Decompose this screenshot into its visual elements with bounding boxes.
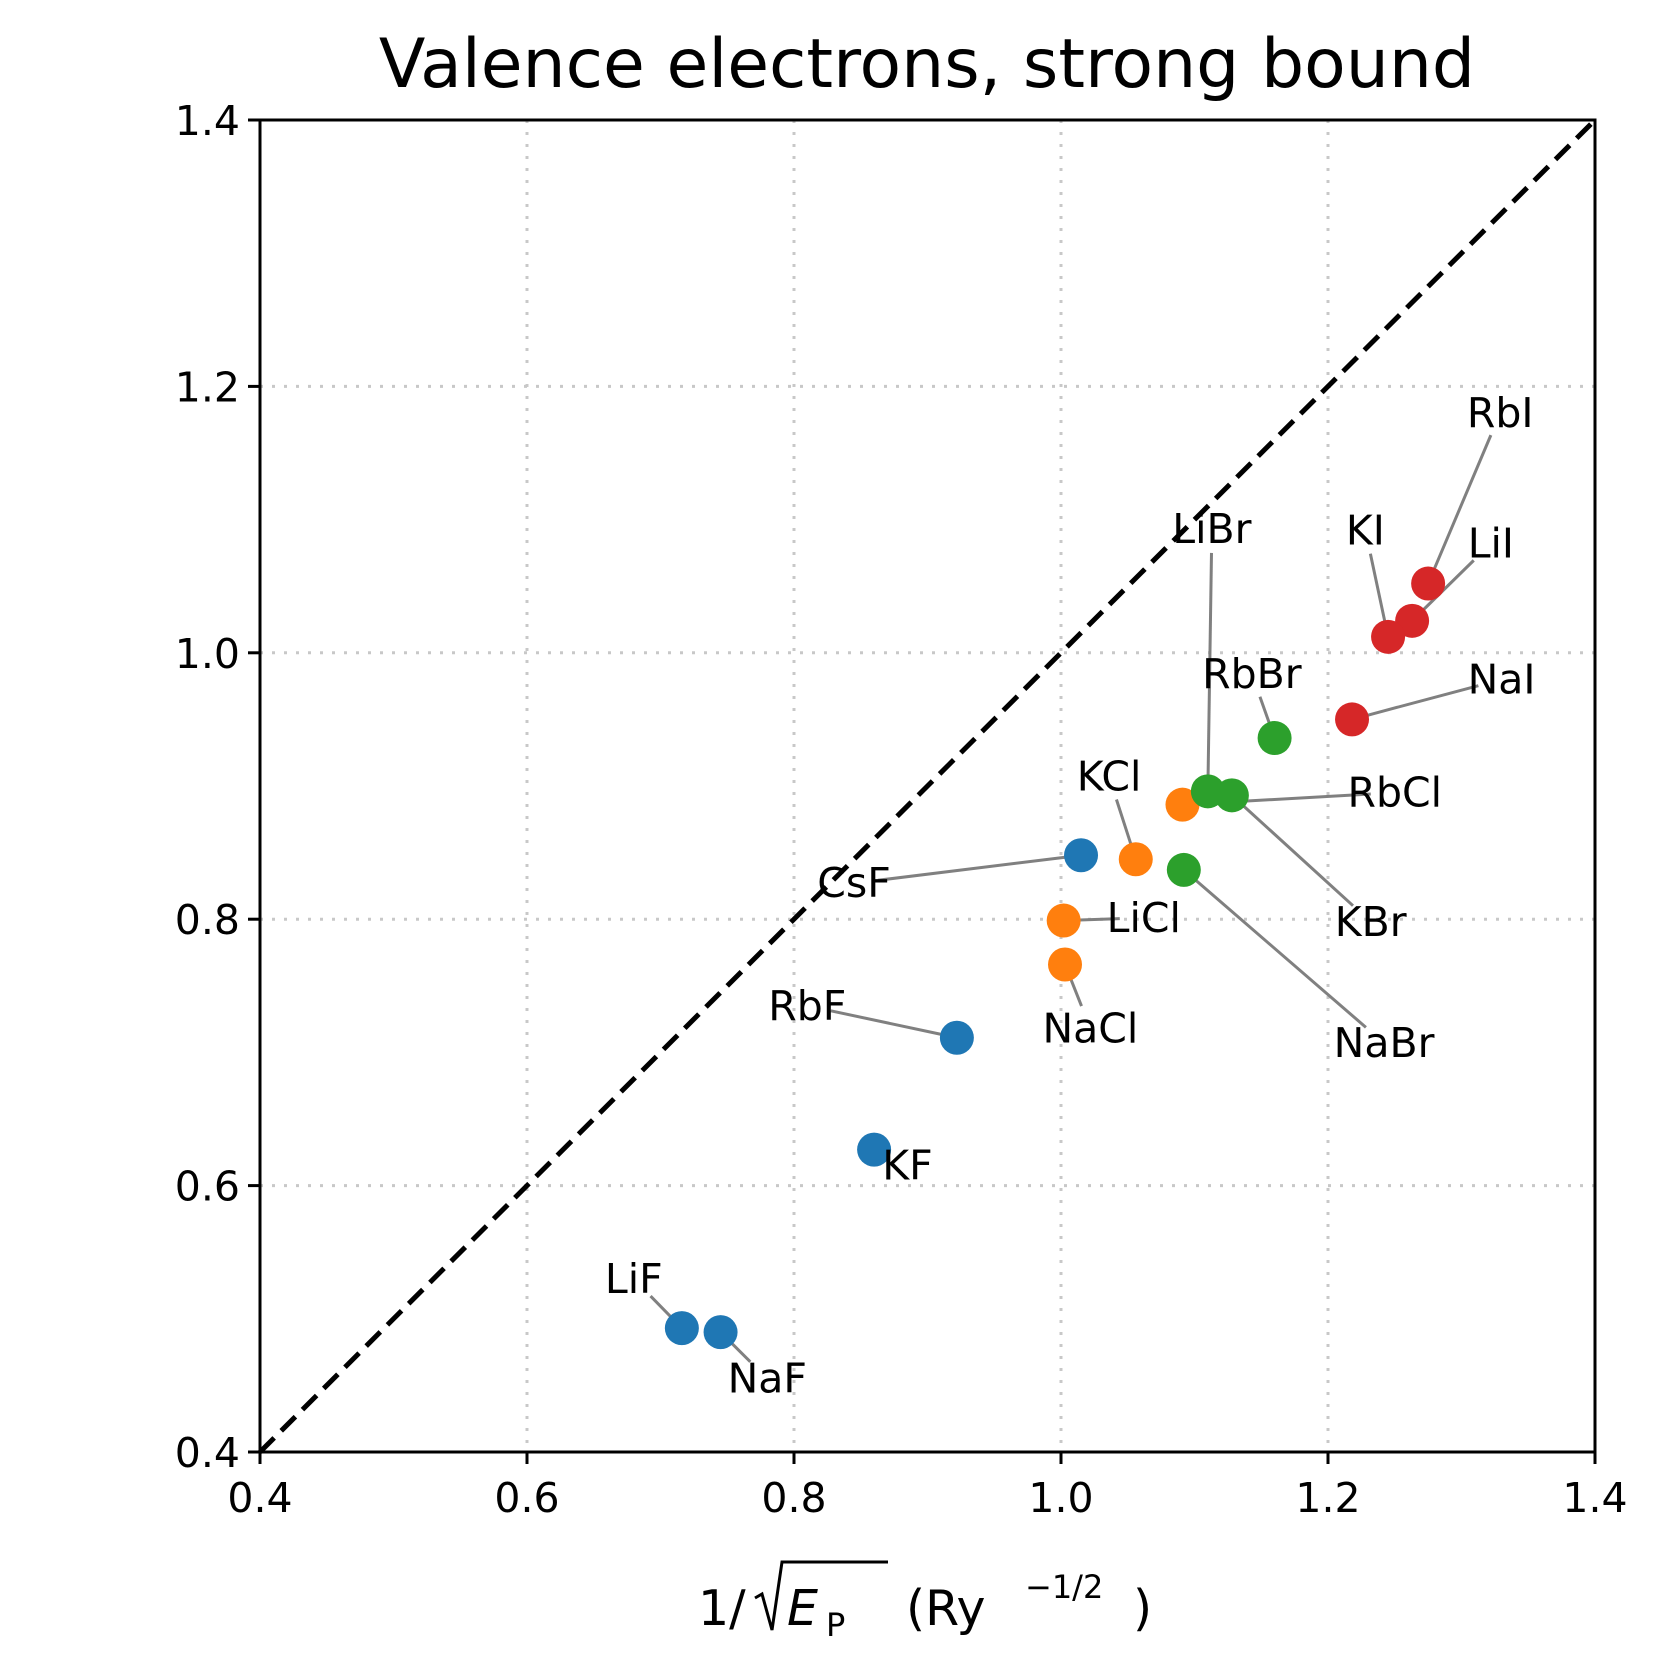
sqrt-radical-icon — [754, 1560, 888, 1631]
label-naf: NaF — [728, 1355, 807, 1403]
label-nacl: NaCl — [1042, 1004, 1138, 1052]
point-ki — [1371, 619, 1406, 654]
reference-line-group — [258, 118, 1597, 1454]
x-tick-label-3: 1.0 — [1028, 1474, 1093, 1522]
point-naf — [703, 1315, 738, 1350]
y-tick-label-4: 1.2 — [175, 363, 240, 411]
label-lii: LiI — [1468, 520, 1514, 568]
y-tick-label-0: 0.4 — [175, 1429, 240, 1477]
point-nabr — [1166, 852, 1201, 887]
x-tick-label-1: 0.6 — [494, 1474, 559, 1522]
leader-line-libr — [1206, 552, 1213, 776]
x-axis-label-exponent: −1/2 — [1025, 1568, 1103, 1606]
label-kcl: KCl — [1077, 753, 1142, 801]
annotation-labels: LiF NaF KF RbF CsF LiCl NaCl KCl RbCl LiBr NaBr KBr… — [605, 389, 1536, 1403]
leader-line-rbbr — [1258, 696, 1271, 724]
leader-line-nabr — [1194, 879, 1367, 1029]
leader-line-naf — [730, 1342, 752, 1363]
chart-title: Valence electrons, strong bound — [379, 25, 1475, 104]
point-rbcl — [1165, 787, 1200, 822]
annotation-leaders — [649, 434, 1493, 1363]
x-axis-label-symbol: E — [787, 1580, 818, 1637]
leader-line-kbr — [1242, 804, 1354, 907]
point-rbbr — [1257, 721, 1292, 756]
y-tick-label-5: 1.4 — [175, 97, 240, 145]
label-libr: LiBr — [1172, 505, 1251, 553]
label-kbr: KBr — [1335, 898, 1407, 946]
point-rbf — [939, 1020, 974, 1055]
leader-line-licl — [1079, 917, 1120, 922]
leader-line-nacl — [1069, 978, 1083, 1007]
leader-line-rbi — [1432, 434, 1493, 570]
plot-frame — [258, 118, 1597, 1454]
label-rbi: RbI — [1467, 389, 1534, 437]
label-ki: KI — [1346, 506, 1385, 554]
point-csf — [1064, 838, 1099, 873]
label-csf: CsF — [817, 859, 891, 907]
y-tick-label-3: 1.0 — [175, 630, 240, 678]
label-rbbr: RbBr — [1202, 650, 1302, 698]
label-nabr: NaBr — [1334, 1019, 1435, 1067]
point-lii — [1395, 603, 1430, 638]
x-axis-label-subscript: P — [826, 1606, 845, 1644]
y-tick-label-1: 0.6 — [175, 1163, 240, 1211]
label-lif: LiF — [605, 1255, 663, 1303]
leader-line-csf — [877, 855, 1066, 882]
x-axis-label-close: ) — [1133, 1580, 1152, 1637]
x-axis-label-prefix: 1/ — [698, 1580, 746, 1637]
x-tick-label-2: 0.8 — [761, 1474, 826, 1522]
x-axis-label-unit: (Ry — [906, 1580, 985, 1637]
label-rbf: RbF — [768, 982, 846, 1030]
point-kcl — [1118, 842, 1153, 877]
point-kbr — [1214, 778, 1249, 813]
point-licl — [1046, 903, 1081, 938]
x-tick-label-0: 0.4 — [227, 1474, 292, 1522]
label-licl: LiCl — [1107, 894, 1181, 942]
label-nai: NaI — [1468, 655, 1536, 703]
leader-line-rbf — [830, 1009, 942, 1036]
point-nai — [1335, 702, 1370, 737]
x-axis-label: 1/ E P (Ry −1/2 ) — [698, 1560, 1152, 1644]
label-kf: KF — [882, 1142, 932, 1190]
point-kf — [857, 1132, 892, 1167]
x-axis-ticks: 0.4 0.6 0.8 1.0 1.2 1.4 — [227, 1452, 1628, 1522]
leader-line-kcl — [1115, 799, 1133, 845]
point-lif — [664, 1311, 699, 1346]
leader-line-lif — [649, 1294, 672, 1318]
leader-line-lii — [1422, 559, 1475, 611]
diagonal-reference-line — [258, 118, 1597, 1454]
point-nacl — [1048, 947, 1083, 982]
x-tick-label-5: 1.4 — [1562, 1474, 1627, 1522]
x-tick-label-4: 1.2 — [1295, 1474, 1360, 1522]
point-rbi — [1411, 566, 1446, 601]
leader-line-nai — [1367, 684, 1479, 717]
label-rbcl: RbCl — [1347, 769, 1442, 817]
y-axis-ticks: 0.4 0.6 0.8 1.0 1.2 1.4 — [175, 97, 260, 1477]
leader-line-ki — [1368, 553, 1387, 622]
data-points — [664, 566, 1446, 1350]
y-tick-label-2: 0.8 — [175, 896, 240, 944]
